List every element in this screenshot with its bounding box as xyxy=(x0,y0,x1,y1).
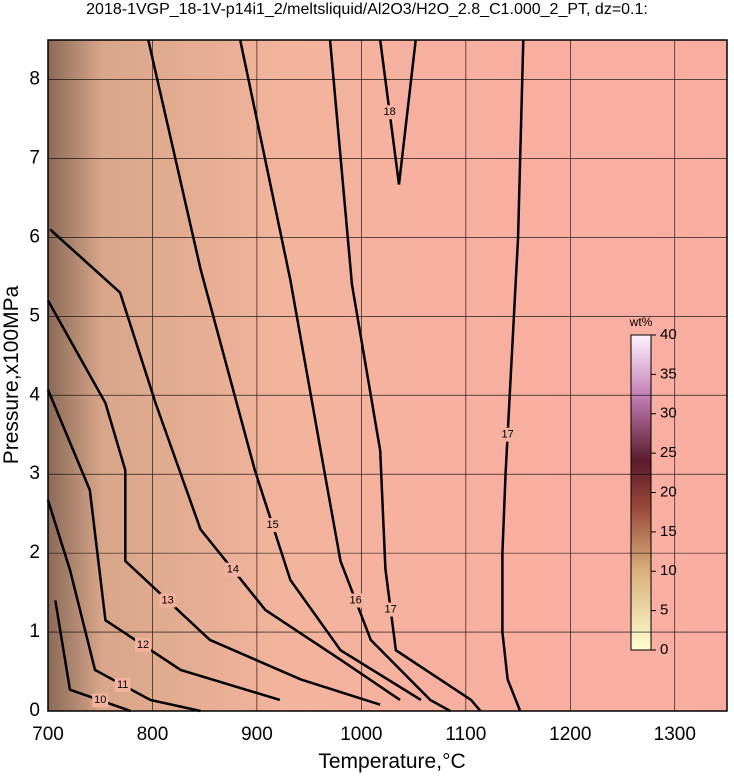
colorbar-label: wt% xyxy=(629,315,653,329)
colorbar-tick-label: 15 xyxy=(660,523,677,540)
contour-label: 16 xyxy=(350,594,362,606)
y-tick-label: 1 xyxy=(29,621,40,642)
contour-label: 17 xyxy=(502,429,514,441)
y-tick-label: 5 xyxy=(29,305,40,326)
contour-label-bg xyxy=(92,693,109,708)
x-tick-label: 800 xyxy=(137,724,169,745)
x-tick-label: 1000 xyxy=(340,724,382,745)
y-tick-label: 0 xyxy=(29,700,40,721)
y-tick-label: 7 xyxy=(29,147,40,168)
contour-label: 12 xyxy=(137,639,149,651)
contour-line xyxy=(378,39,417,185)
contour-line xyxy=(46,499,201,713)
y-tick-label: 2 xyxy=(29,542,40,563)
y-axis-label: Pressure,x100MPa xyxy=(0,285,23,464)
colorbar xyxy=(630,334,652,651)
contour-label-bg xyxy=(347,593,364,608)
colorbar-tick-label: 35 xyxy=(660,365,677,382)
contour-label: 15 xyxy=(266,519,278,531)
contour-label-bg xyxy=(114,677,131,692)
colorbar-tick-label: 25 xyxy=(660,444,677,461)
y-tick-label: 3 xyxy=(29,463,40,484)
contour-label-bg xyxy=(499,427,516,442)
colorbar-tick-label: 20 xyxy=(660,483,677,500)
colorbar-tick-label: 10 xyxy=(660,562,677,579)
x-tick-label: 1100 xyxy=(445,724,486,745)
contour-label-bg xyxy=(382,602,399,617)
contour-label: 10 xyxy=(94,694,106,706)
colorbar-tick-label: 0 xyxy=(660,641,668,658)
contour-line xyxy=(46,389,281,702)
contour-line xyxy=(238,39,451,713)
x-tick-label: 1200 xyxy=(549,724,591,745)
contour-line xyxy=(46,299,381,706)
contour-label-bg xyxy=(159,593,176,608)
contour-label: 18 xyxy=(383,106,395,118)
x-tick-label: 700 xyxy=(32,724,64,745)
contour-label-bg xyxy=(264,518,281,533)
colorbar-tick-label: 5 xyxy=(660,602,668,619)
colorbar-tick-label: 30 xyxy=(660,405,677,422)
contour-label: 11 xyxy=(117,679,128,691)
chart-title: 2018-1VGP_18-1V-p14i1_2/meltsliquid/Al2O… xyxy=(86,1,648,18)
x-tick-label: 1300 xyxy=(654,724,696,745)
plot-frame xyxy=(47,39,728,712)
contour-label-bg xyxy=(381,105,398,120)
contour-label-bg xyxy=(224,562,241,577)
colorbar-tick-label: 40 xyxy=(660,326,677,343)
contour-line xyxy=(49,228,401,701)
contour-line xyxy=(328,39,482,712)
contour-label: 13 xyxy=(161,594,173,606)
x-tick-label: 900 xyxy=(241,724,273,745)
x-axis-label: Temperature,°C xyxy=(318,750,465,773)
contour-line xyxy=(54,600,131,713)
y-tick-label: 6 xyxy=(29,226,40,247)
contour-label-bg xyxy=(135,638,152,653)
contour-label: 14 xyxy=(227,564,239,576)
y-tick-label: 4 xyxy=(29,384,40,405)
y-tick-label: 8 xyxy=(29,68,40,89)
contour-label: 17 xyxy=(385,603,397,615)
